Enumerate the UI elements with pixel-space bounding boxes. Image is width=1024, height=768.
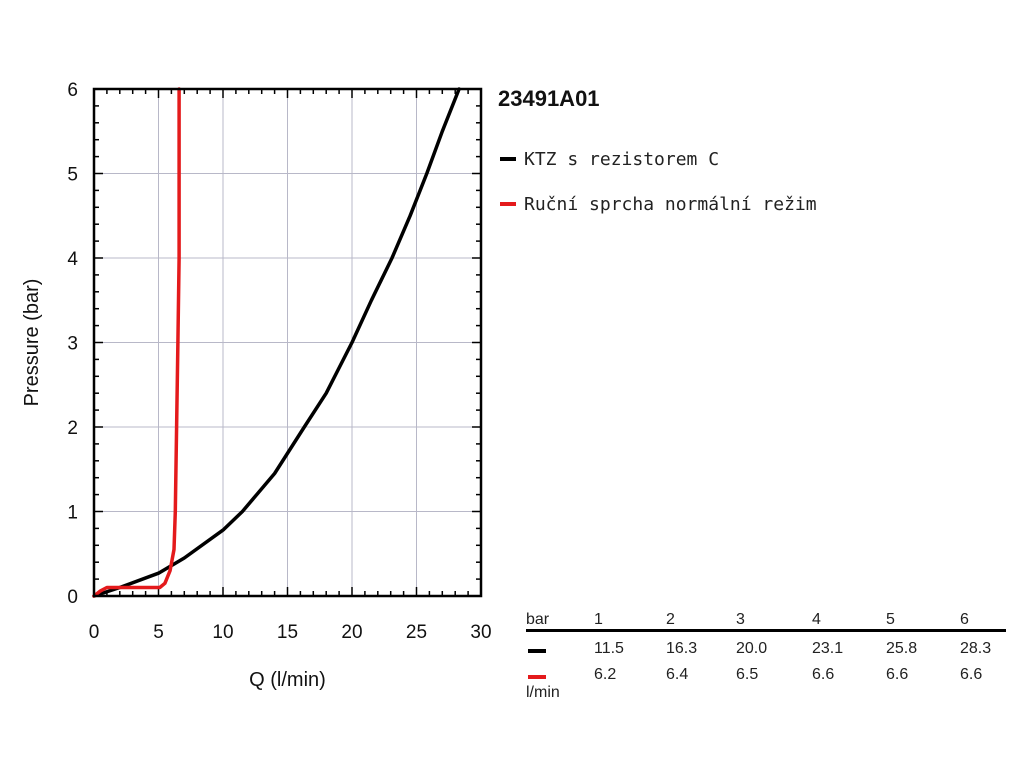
product-title: 23491A01 xyxy=(498,86,600,111)
row-swatch-ktz xyxy=(528,649,546,653)
legend-swatch-shower xyxy=(500,202,516,206)
x-tick-label: 0 xyxy=(89,622,100,643)
x-tick-label: 15 xyxy=(277,622,298,643)
table-cell: 6.6 xyxy=(960,666,983,683)
table-cell: 28.3 xyxy=(960,640,992,657)
x-tick-label: 20 xyxy=(341,622,362,643)
table-cell: 6.6 xyxy=(812,666,835,683)
table-cell: 11.5 xyxy=(594,640,624,657)
header-col-4: 4 xyxy=(812,611,821,628)
table-row: 11.5 16.3 20.0 23.1 25.8 28.3 xyxy=(526,640,1006,666)
plot-frame xyxy=(92,87,483,598)
legend-label-ktz: KTZ s rezistorem C xyxy=(524,148,720,170)
x-tick-label: 30 xyxy=(470,622,491,643)
y-tick-label: 6 xyxy=(67,80,78,101)
header-col-5: 5 xyxy=(886,611,895,628)
flow-table: bar 1 2 3 4 5 6 11.5 16.3 20.0 23.1 25.8… xyxy=(526,611,1006,701)
table-row: 6.2 6.4 6.5 6.6 6.6 6.6 xyxy=(526,666,1006,692)
legend-item-shower: Ruční sprcha normální režim xyxy=(500,189,817,219)
header-col-6: 6 xyxy=(960,611,969,628)
y-tick-label: 2 xyxy=(67,418,78,439)
header-col-2: 2 xyxy=(666,611,675,628)
table-unit-label: l/min xyxy=(526,684,560,701)
x-tick-label: 10 xyxy=(212,622,233,643)
y-tick-label: 5 xyxy=(67,165,78,186)
table-cell: 23.1 xyxy=(812,640,844,657)
chart-legend: KTZ s rezistorem C Ruční sprcha normální… xyxy=(500,144,817,234)
header-col-1: 1 xyxy=(594,611,603,628)
x-tick-label: 25 xyxy=(406,622,427,643)
table-cell: 20.0 xyxy=(736,640,768,657)
flow-table-header: bar 1 2 3 4 5 6 xyxy=(526,611,1006,632)
y-tick-label: 3 xyxy=(67,334,78,355)
header-col-3: 3 xyxy=(736,611,745,628)
legend-label-shower: Ruční sprcha normální režim xyxy=(524,193,817,215)
y-axis-label: Pressure (bar) xyxy=(21,279,43,407)
y-tick-label: 1 xyxy=(67,503,78,524)
table-cell: 6.4 xyxy=(666,666,689,683)
x-axis-label: Q (l/min) xyxy=(249,669,326,691)
table-cell: 6.2 xyxy=(594,666,617,683)
table-cell: 16.3 xyxy=(666,640,698,657)
row-swatch-shower xyxy=(528,675,546,679)
y-tick-label: 0 xyxy=(67,587,78,608)
legend-swatch-ktz xyxy=(500,157,516,161)
series-line-2 xyxy=(92,87,181,598)
x-tick-label: 5 xyxy=(153,622,164,643)
header-unit-label: bar xyxy=(526,611,550,628)
table-cell: 6.5 xyxy=(736,666,759,683)
table-cell: 6.6 xyxy=(886,666,909,683)
y-tick-label: 4 xyxy=(67,249,78,270)
legend-item-ktz: KTZ s rezistorem C xyxy=(500,144,817,174)
table-cell: 25.8 xyxy=(886,640,918,657)
